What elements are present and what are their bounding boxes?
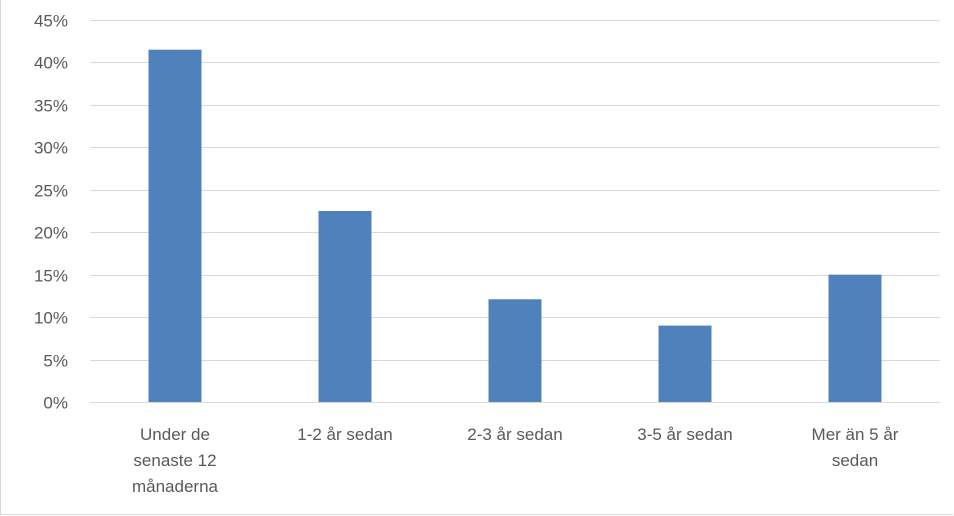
y-tick-label: 10% [34,309,68,328]
x-category-label: 2-3 år sedan [467,425,562,444]
bar [148,49,202,402]
bar [658,325,712,402]
bar [488,299,542,402]
x-category-label: Mer än 5 år [812,425,899,444]
y-tick-label: 15% [34,267,68,286]
y-tick-label: 40% [34,54,68,73]
y-tick-label: 20% [34,224,68,243]
y-tick-label: 25% [34,182,68,201]
x-category-label: månaderna [132,477,219,496]
x-category-label: Under de [140,425,210,444]
bar [318,211,372,402]
y-tick-label: 35% [34,97,68,116]
x-category-label: senaste 12 [133,451,216,470]
x-category-label: 3-5 år sedan [637,425,732,444]
bar [828,274,882,402]
y-tick-label: 45% [34,12,68,31]
y-tick-label: 0% [43,394,68,413]
y-tick-label: 30% [34,139,68,158]
x-category-label: sedan [832,451,878,470]
x-category-label: 1-2 år sedan [297,425,392,444]
y-tick-label: 5% [43,352,68,371]
